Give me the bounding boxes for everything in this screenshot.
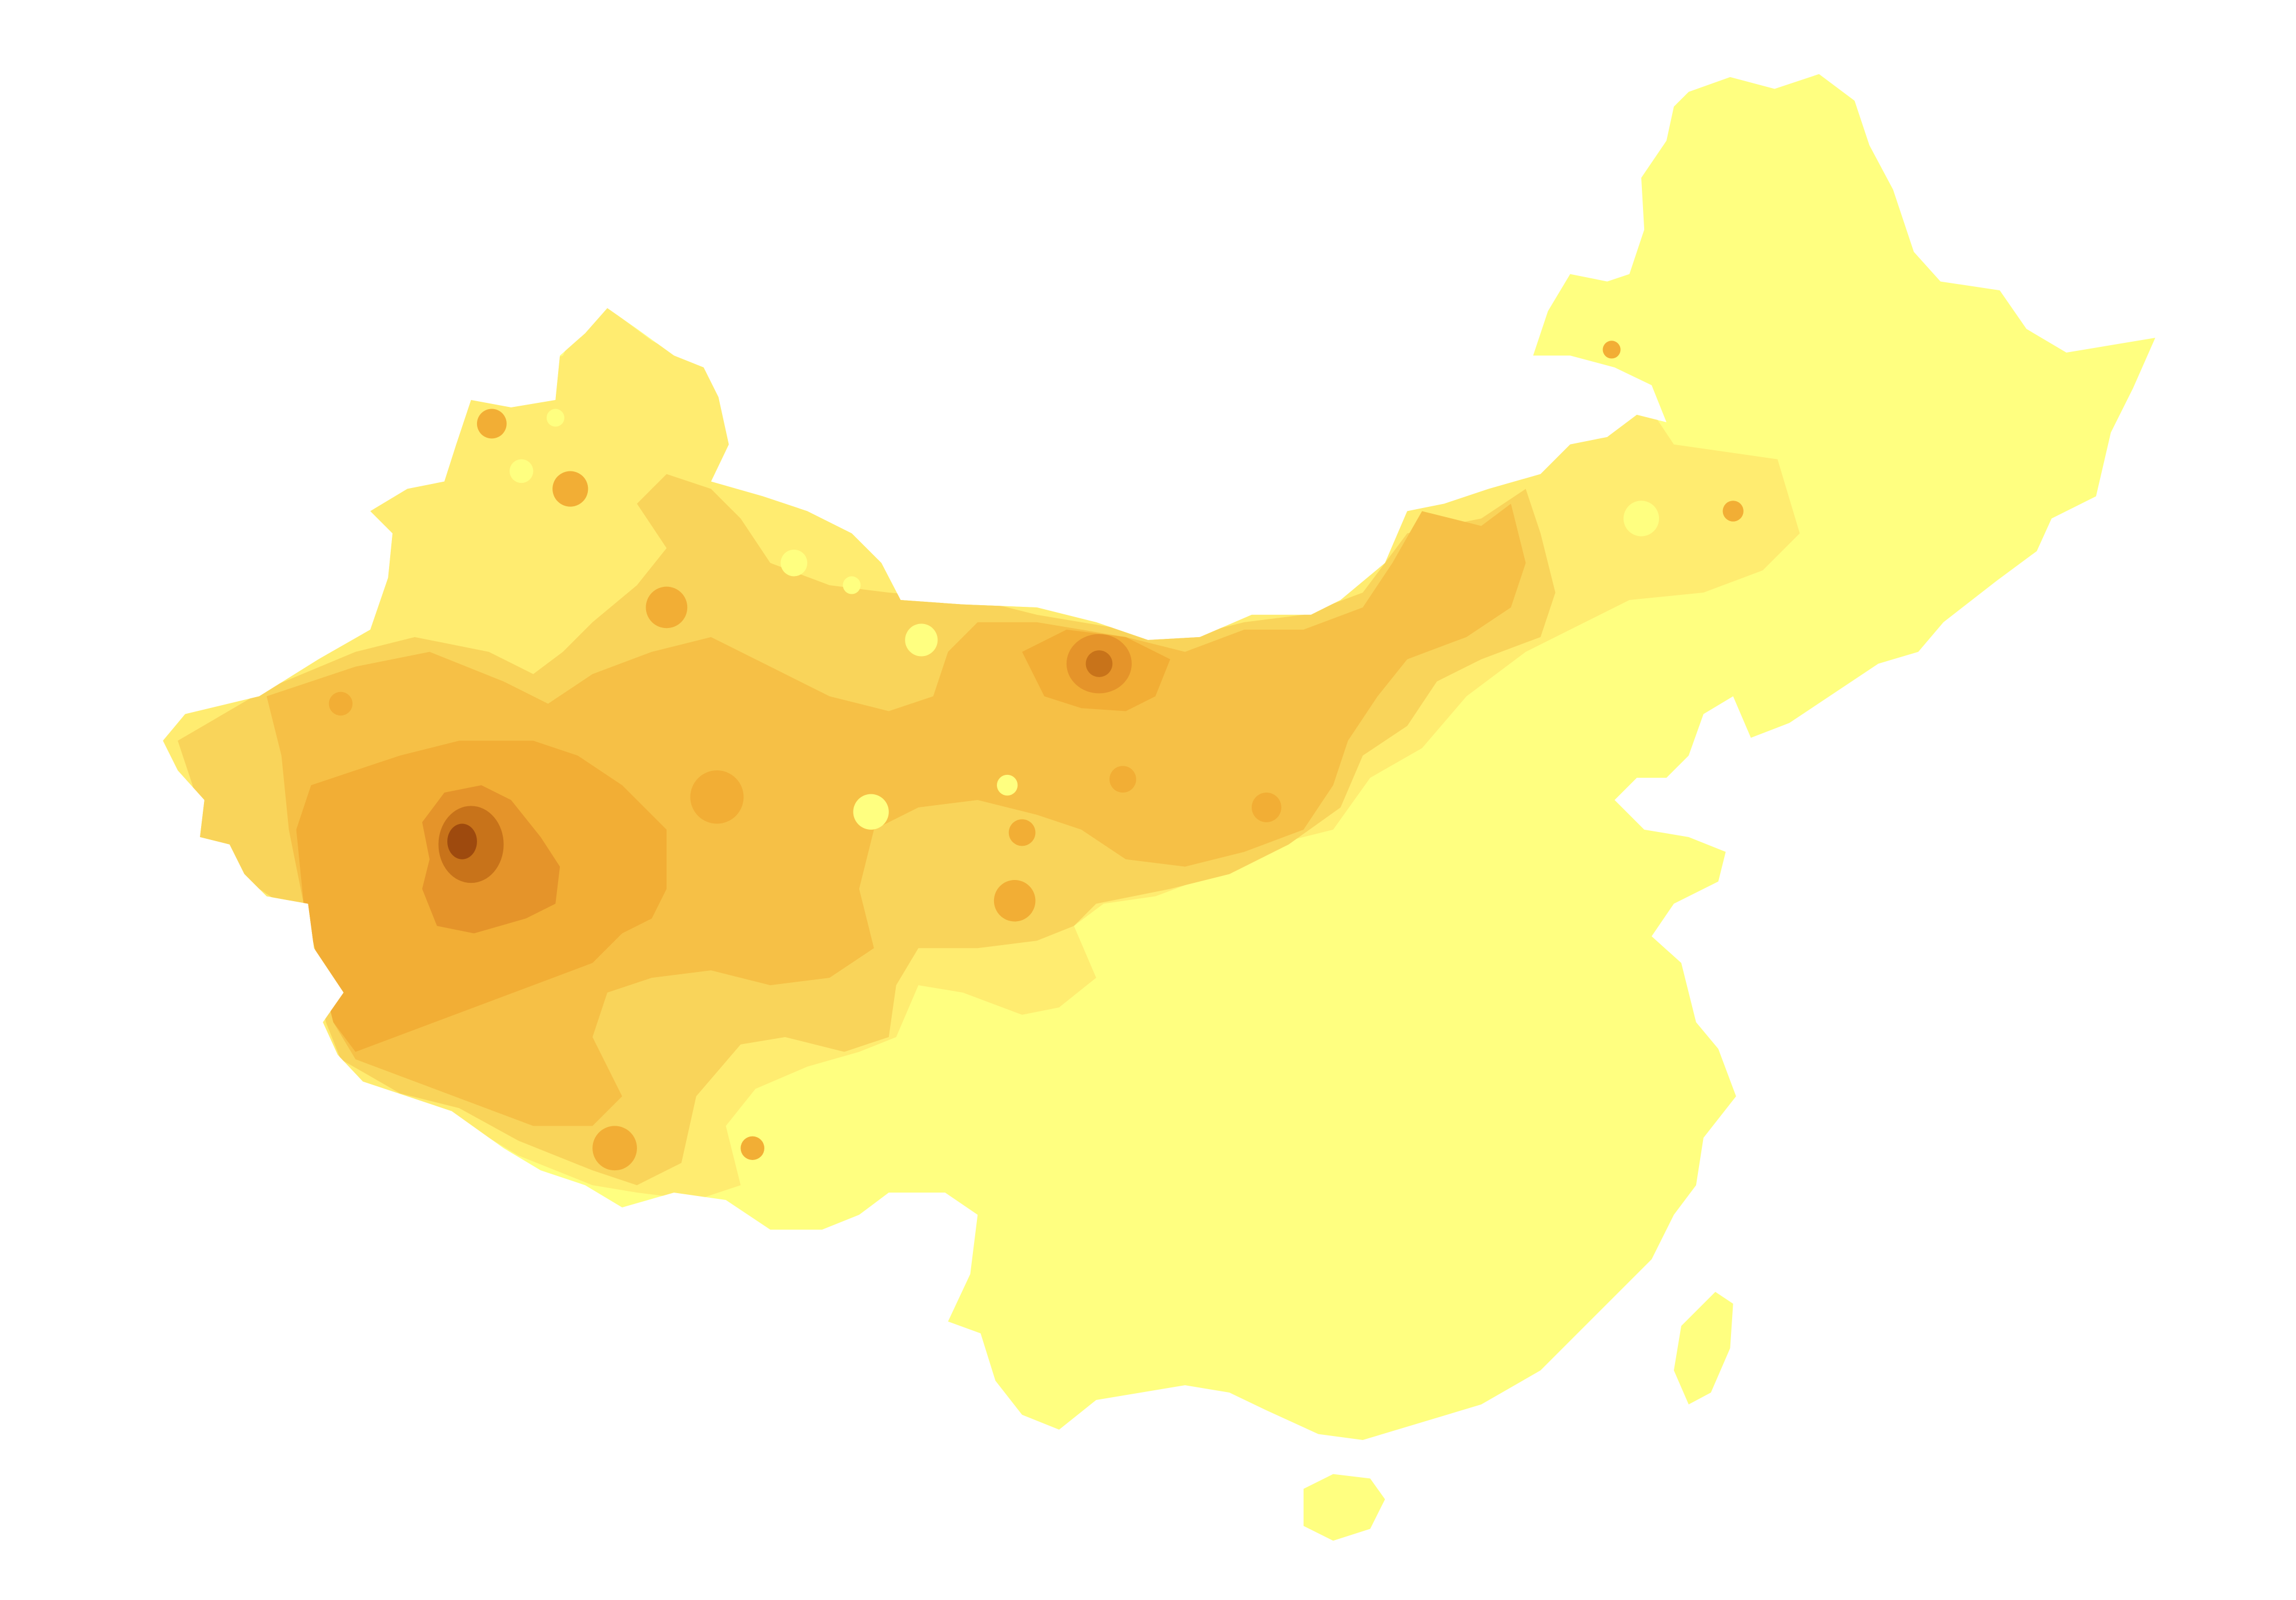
contour-level-7: [447, 823, 477, 859]
light-spots: [509, 409, 1660, 830]
contour-level-6-north: [1085, 650, 1113, 677]
dark-spots: [328, 341, 1744, 1171]
contour-level-3: [266, 503, 1526, 1126]
